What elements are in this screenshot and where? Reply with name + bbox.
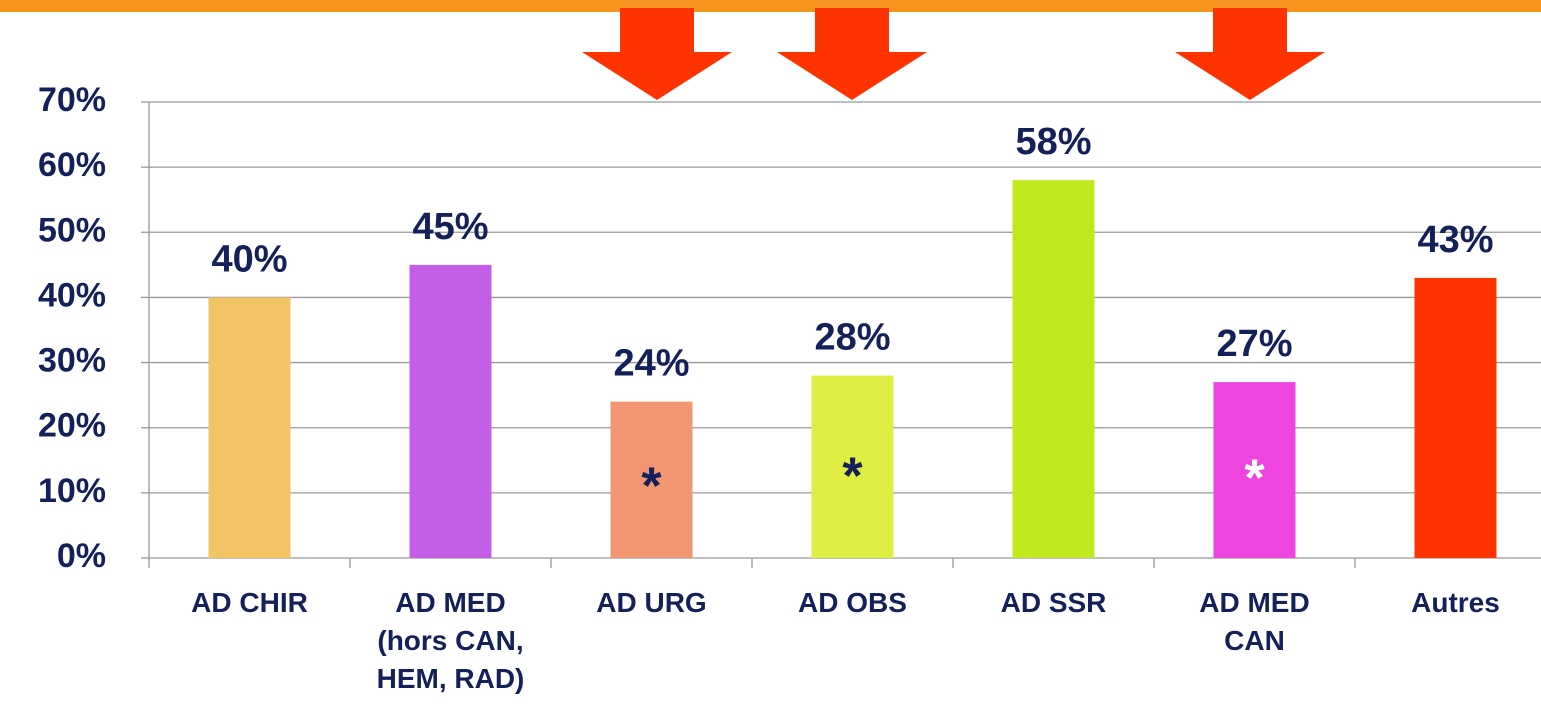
x-tick-label: AD MED (hors CAN, HEM, RAD) [376,587,525,694]
annotation: * [842,448,863,506]
y-tick-label: 50% [38,211,106,249]
bar [610,401,693,558]
bar [409,264,492,558]
arrow [1175,8,1325,100]
x-tick-label: Autres [1411,587,1500,618]
y-tick-label: 30% [38,342,106,380]
y-tick-label: 0% [57,537,106,575]
arrow [777,8,927,100]
bar [1414,277,1497,558]
y-tick-label: 20% [38,407,106,445]
arrow [582,8,732,100]
value-label: 24% [613,343,689,385]
bar [811,375,894,558]
value-label: 58% [1015,121,1091,163]
bar [1012,180,1095,558]
top-banner [0,0,1541,12]
value-label: 27% [1216,323,1292,365]
x-tick-label: AD OBS [798,587,907,618]
x-tick-label: AD URG [596,587,707,618]
bar [1213,382,1296,558]
value-label: 28% [814,317,890,359]
value-label: 45% [412,206,488,248]
value-label: 43% [1417,219,1493,261]
value-label: 40% [211,238,287,280]
arrows [582,8,1325,100]
x-tick-label: AD CHIR [191,587,308,618]
annotation: * [641,458,662,516]
y-tick-label: 10% [38,472,106,510]
y-tick-label: 60% [38,146,106,184]
y-tick-label: 70% [38,81,106,119]
annotation: * [1244,450,1265,508]
bar [208,297,291,558]
x-tick-label: AD MED CAN [1199,587,1310,656]
x-tick-label: AD SSR [1000,587,1107,618]
y-tick-label: 40% [38,276,106,314]
